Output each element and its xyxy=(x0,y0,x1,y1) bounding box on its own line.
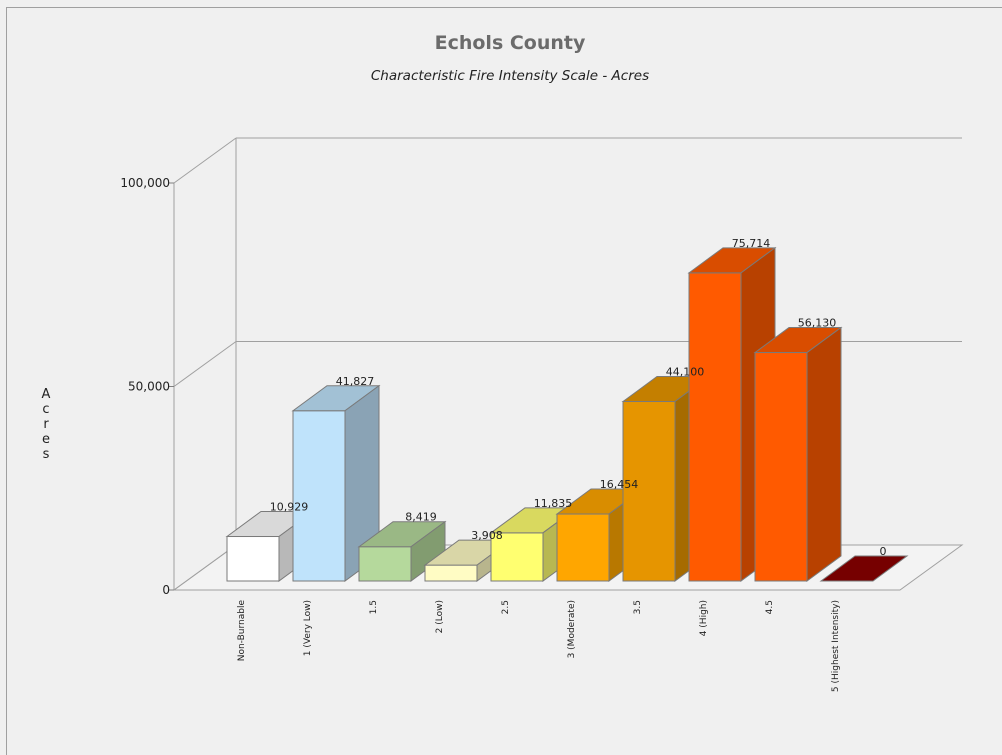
category-label: 2.5 xyxy=(501,600,511,614)
data-label: 75,714 xyxy=(732,237,771,250)
bar-front xyxy=(556,513,610,582)
category-label: 1 (Very Low) xyxy=(303,600,313,656)
category-label: 4.5 xyxy=(765,600,775,614)
data-label: 44,100 xyxy=(666,366,705,379)
category-label: Non-Burnable xyxy=(237,600,247,662)
data-label: 11,835 xyxy=(534,497,573,510)
data-label: 10,929 xyxy=(270,501,309,514)
data-label: 3,908 xyxy=(471,529,503,542)
data-label: 16,454 xyxy=(600,478,639,491)
category-label: 1.5 xyxy=(369,600,379,614)
category-label: 5 (Highest Intensity) xyxy=(831,600,841,692)
data-label: 8,419 xyxy=(405,511,437,524)
category-label: 3 (Moderate) xyxy=(567,600,577,658)
gridline-side-2 xyxy=(173,137,237,184)
bar xyxy=(357,520,447,582)
data-label: 41,827 xyxy=(336,375,375,388)
bar-front xyxy=(688,272,742,582)
bars xyxy=(225,246,909,582)
bar-front xyxy=(226,536,280,582)
category-label: 4 (High) xyxy=(699,600,709,636)
bar-front xyxy=(622,401,676,582)
data-labels: 10,929 41,827 8,419 3,908 11,835 16,454 44,100… xyxy=(270,237,887,558)
y-tick-label: 0 xyxy=(162,583,170,597)
bar-front xyxy=(358,546,412,582)
gridline-side-1 xyxy=(173,341,237,387)
y-axis-ticks: 0 50,000 100,000 xyxy=(120,176,170,597)
y-tick-label: 50,000 xyxy=(128,380,170,394)
bar xyxy=(819,555,909,582)
y-tick-label: 100,000 xyxy=(120,176,170,190)
category-label: 3.5 xyxy=(633,600,643,614)
chart-subtitle: Characteristic Fire Intensity Scale - Ac… xyxy=(371,68,649,84)
bar-front xyxy=(490,532,544,582)
bar-front xyxy=(424,564,478,582)
bar xyxy=(753,326,843,582)
gridline-side-0 xyxy=(173,544,237,591)
bar-front xyxy=(292,410,346,582)
bar xyxy=(291,384,381,582)
bar-front xyxy=(754,352,808,582)
category-labels: Non-Burnable 1 (Very Low) 1.5 2 (Low) 2.5 3 (… xyxy=(237,600,841,693)
category-label: 2 (Low) xyxy=(435,600,445,633)
bar-side xyxy=(806,326,842,582)
bar-top xyxy=(819,555,909,582)
data-label: 56,130 xyxy=(798,317,837,330)
chart-title: Echols County xyxy=(435,32,586,54)
data-label: 0 xyxy=(880,545,887,558)
